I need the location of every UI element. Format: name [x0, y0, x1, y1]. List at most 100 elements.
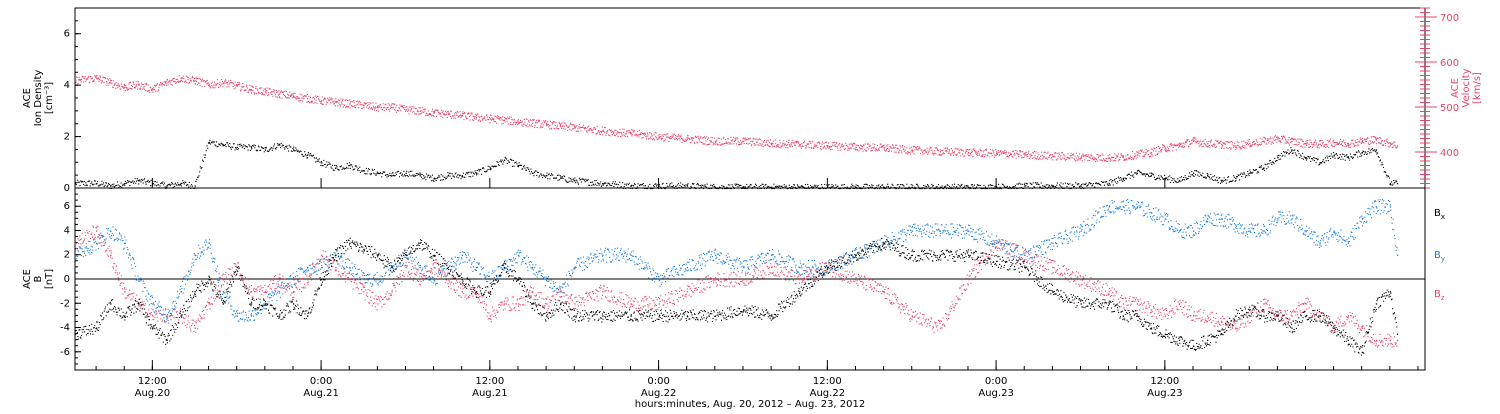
- data-point: [1369, 144, 1370, 145]
- data-point: [128, 84, 129, 85]
- data-point: [766, 140, 767, 141]
- data-point: [884, 150, 885, 151]
- data-point: [234, 88, 235, 89]
- data-point: [811, 147, 812, 148]
- data-point: [549, 125, 550, 126]
- data-point: [121, 84, 122, 85]
- data-point: [367, 105, 368, 106]
- data-point: [117, 87, 118, 88]
- data-point: [263, 90, 264, 91]
- data-point: [96, 231, 97, 232]
- data-point: [441, 110, 442, 111]
- data-point: [165, 81, 166, 82]
- data-point: [1073, 155, 1074, 156]
- data-point: [763, 186, 764, 187]
- data-point: [151, 180, 152, 181]
- data-point: [1180, 181, 1181, 182]
- data-point: [288, 97, 289, 98]
- data-point: [320, 101, 321, 102]
- data-point: [224, 83, 225, 84]
- data-point: [227, 82, 228, 83]
- data-point: [808, 186, 809, 187]
- data-point: [962, 153, 963, 154]
- data-point: [1031, 155, 1032, 156]
- data-point: [728, 184, 729, 185]
- data-point: [233, 83, 234, 84]
- data-point: [201, 317, 202, 318]
- data-point: [1002, 152, 1003, 153]
- data-point: [774, 146, 775, 147]
- data-point: [490, 118, 491, 119]
- data-point: [302, 98, 303, 99]
- data-point: [527, 168, 528, 169]
- data-point: [1388, 176, 1389, 177]
- data-point: [1037, 182, 1038, 183]
- data-point: [425, 109, 426, 110]
- data-point: [1235, 181, 1236, 182]
- data-point: [295, 147, 296, 148]
- data-point: [493, 118, 494, 119]
- data-point: [239, 144, 240, 145]
- data-point: [560, 176, 561, 177]
- data-point: [448, 175, 449, 176]
- data-point: [1089, 160, 1090, 161]
- data-point: [177, 182, 178, 183]
- data-point: [1353, 144, 1354, 145]
- data-point: [235, 81, 236, 82]
- data-point: [1108, 185, 1109, 186]
- data-point: [108, 256, 109, 257]
- data-point: [1350, 144, 1351, 145]
- data-point: [1347, 145, 1348, 146]
- data-point: [517, 124, 518, 125]
- data-point: [805, 145, 806, 146]
- data-point: [1260, 138, 1261, 139]
- data-point: [612, 134, 613, 135]
- data-point: [859, 147, 860, 148]
- data-point: [83, 184, 84, 185]
- data-point: [1268, 163, 1269, 164]
- data-point: [520, 120, 521, 121]
- data-point: [1074, 159, 1075, 160]
- data-point: [1361, 142, 1362, 143]
- data-point: [758, 145, 759, 146]
- data-point: [883, 145, 884, 146]
- data-point: [593, 132, 594, 133]
- data-point: [1176, 149, 1177, 150]
- data-point: [1177, 145, 1178, 146]
- data-point: [406, 267, 407, 268]
- data-point: [439, 177, 440, 178]
- data-point: [1393, 146, 1394, 147]
- data-point: [1286, 143, 1287, 144]
- data-point: [1325, 157, 1326, 158]
- data-point: [87, 185, 88, 186]
- data-point: [685, 139, 686, 140]
- data-point: [906, 184, 907, 185]
- data-point: [558, 128, 559, 129]
- data-point: [513, 166, 514, 167]
- data-point: [749, 143, 750, 144]
- data-point: [681, 138, 682, 139]
- data-point: [536, 171, 537, 172]
- data-point: [1050, 186, 1051, 187]
- data-point: [1365, 151, 1366, 152]
- data-point: [1042, 185, 1043, 186]
- data-point: [238, 84, 239, 85]
- data-point: [649, 184, 650, 185]
- data-point: [777, 145, 778, 146]
- data-point: [703, 137, 704, 138]
- data-point: [193, 80, 194, 81]
- data-point: [1290, 142, 1291, 143]
- data-point: [792, 146, 793, 147]
- data-point: [173, 184, 174, 185]
- data-point: [1169, 150, 1170, 151]
- data-point: [409, 175, 410, 176]
- data-point: [860, 148, 861, 149]
- data-point: [983, 185, 984, 186]
- data-point: [593, 129, 594, 130]
- data-point: [462, 291, 463, 292]
- data-point: [1208, 146, 1209, 147]
- data-point: [472, 172, 473, 173]
- data-point: [271, 94, 272, 95]
- data-point: [245, 145, 246, 146]
- data-point: [575, 182, 576, 183]
